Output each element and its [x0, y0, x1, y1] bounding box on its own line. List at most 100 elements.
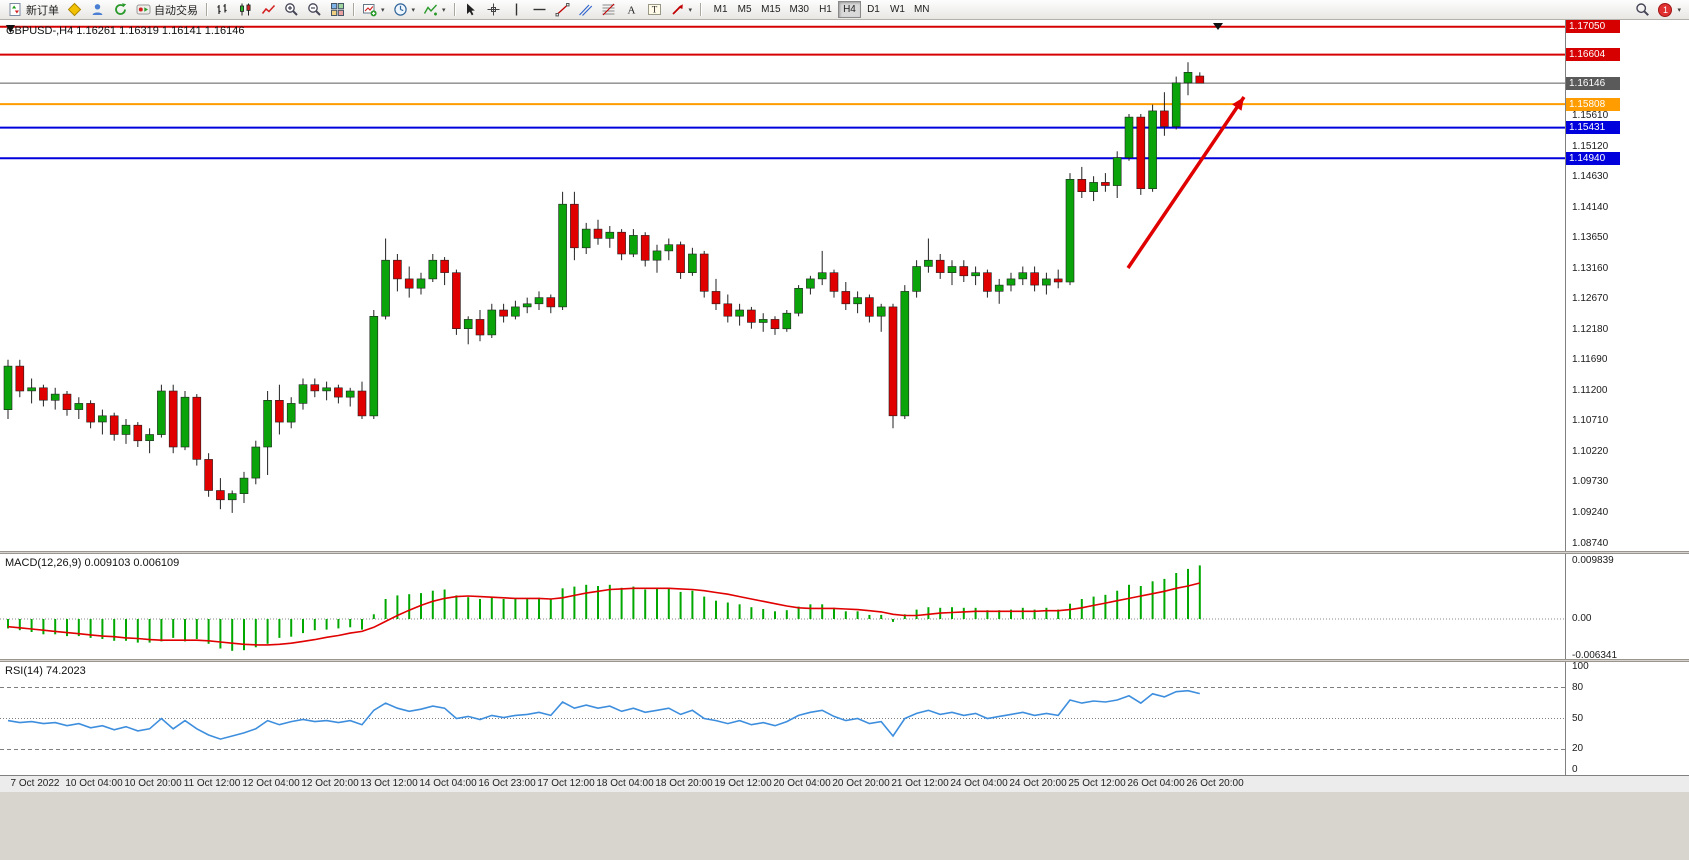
candle [3, 365, 13, 411]
text-tool-button[interactable]: A [620, 1, 643, 19]
bar-chart-button[interactable] [211, 1, 234, 19]
metaeditor-button[interactable] [63, 1, 86, 19]
candle [39, 387, 48, 401]
refresh-button[interactable] [109, 1, 132, 19]
time-axis-label: 20 Oct 20:00 [832, 778, 890, 789]
candle [1195, 75, 1205, 84]
candle [865, 297, 874, 317]
price-tick-label: 1.09240 [1572, 506, 1609, 518]
profile-button[interactable] [86, 1, 109, 19]
search-icon [1636, 3, 1650, 16]
candle [216, 490, 225, 501]
candle [947, 266, 957, 273]
timeframe-button-m1[interactable]: M1 [709, 1, 732, 18]
trend-arrow-head [1232, 97, 1244, 111]
candle [1136, 116, 1146, 189]
new-chart-button[interactable]: ▾ [358, 1, 389, 19]
candle [629, 235, 638, 255]
candle [853, 297, 862, 305]
candle [1148, 110, 1157, 190]
candle [86, 403, 95, 423]
candlestick-chart-icon [240, 3, 251, 16]
timeframe-button-d1[interactable]: D1 [862, 1, 885, 18]
indicators-icon [423, 4, 438, 16]
timeframe-button-h4[interactable]: H4 [837, 1, 861, 18]
indicators-button[interactable]: ▾ [419, 1, 450, 19]
svg-text:T: T [651, 5, 657, 15]
candle [794, 287, 803, 314]
rsi-pane[interactable]: RSI(14) 74.2023 [0, 662, 1565, 775]
candle [1042, 278, 1051, 286]
pane-splitter[interactable] [0, 551, 1689, 554]
candle [109, 415, 119, 435]
timeframe-button-mn[interactable]: MN [910, 1, 934, 18]
candle [581, 228, 591, 249]
candlestick-chart-button[interactable] [234, 1, 257, 19]
candle [180, 396, 190, 448]
timeframe-button-w1[interactable]: W1 [886, 1, 909, 18]
line-chart-icon [261, 4, 276, 14]
timeframe-button-m5[interactable]: M5 [733, 1, 756, 18]
timeframe-button-h1[interactable]: H1 [814, 1, 837, 18]
period-clock-icon [393, 3, 407, 16]
search-button[interactable] [1631, 1, 1654, 19]
support-line-blue-upper-price-label: 1.15431 [1566, 121, 1620, 135]
candle [640, 235, 650, 261]
zoom-in-button[interactable] [280, 1, 303, 19]
macd-signal-line [7, 582, 1200, 646]
price-axis[interactable]: 1.15610 1.15120 1.14630 1.14140 1.13650 1.131… [1565, 20, 1689, 775]
text-label-tool-button[interactable]: T [643, 1, 666, 19]
time-axis[interactable]: 7 Oct 2022 10 Oct 04:00 10 Oct 20:00 11 Oct… [0, 775, 1689, 792]
candle [770, 319, 780, 329]
timeframe-button-m30[interactable]: M30 [786, 1, 813, 18]
price-tick-label: 1.15610 [1572, 110, 1609, 122]
candle [1101, 182, 1110, 186]
candle [452, 272, 461, 329]
channel-tool-button[interactable] [574, 1, 597, 19]
fibonacci-tool-button[interactable] [597, 1, 620, 19]
autotrading-button[interactable]: 自动交易 [132, 1, 202, 19]
periods-button[interactable]: ▾ [389, 1, 420, 19]
candle [817, 272, 827, 280]
timeframe-group: M1 M5 M15 M30 H1 H4 D1 W1 MN [709, 1, 933, 18]
time-axis-label: 21 Oct 12:00 [891, 778, 949, 789]
time-axis-label: 7 Oct 2022 [10, 778, 60, 789]
macd-canvas [0, 565, 1565, 651]
arrow-tool-button[interactable]: ▾ [666, 1, 697, 19]
candle [522, 303, 532, 308]
notification-badge[interactable]: 1 [1658, 2, 1673, 17]
arrow-tool-icon [671, 4, 683, 15]
new-order-button[interactable]: 新订单 [4, 1, 63, 19]
time-axis-label: 26 Oct 20:00 [1186, 778, 1244, 789]
pane-splitter[interactable] [0, 659, 1689, 662]
candle [699, 253, 709, 292]
candle [369, 315, 379, 417]
candle [617, 231, 626, 255]
trendline-tool-button[interactable] [551, 1, 574, 19]
tile-windows-button[interactable] [326, 1, 349, 19]
macd-pane[interactable]: MACD(12,26,9) 0.009103 0.006109 [0, 554, 1565, 659]
candle [829, 272, 839, 292]
time-axis-label: 25 Oct 12:00 [1068, 778, 1126, 789]
price-chart-pane[interactable]: GBPUSD-,H4 1.16261 1.16319 1.16141 1.161… [0, 20, 1565, 551]
top-marker-icon [1213, 23, 1223, 30]
price-tick-label: 1.09730 [1572, 476, 1609, 488]
candle [204, 459, 213, 491]
candle [298, 384, 308, 404]
candle [605, 231, 615, 239]
bar-chart-icon [217, 4, 227, 14]
timeframe-button-m15[interactable]: M15 [757, 1, 784, 18]
candle [157, 390, 166, 435]
crosshair-tool-button[interactable] [482, 1, 505, 19]
line-chart-button[interactable] [257, 1, 280, 19]
time-axis-label: 12 Oct 04:00 [242, 778, 300, 789]
candle [664, 244, 674, 252]
zoom-out-button[interactable] [303, 1, 326, 19]
time-axis-label: 10 Oct 04:00 [65, 778, 123, 789]
horizontal-line-tool-button[interactable] [528, 1, 551, 19]
fibonacci-icon [602, 3, 615, 16]
zoom-out-icon [308, 3, 321, 16]
cursor-tool-button[interactable] [459, 1, 482, 19]
vertical-line-tool-button[interactable] [505, 1, 528, 19]
